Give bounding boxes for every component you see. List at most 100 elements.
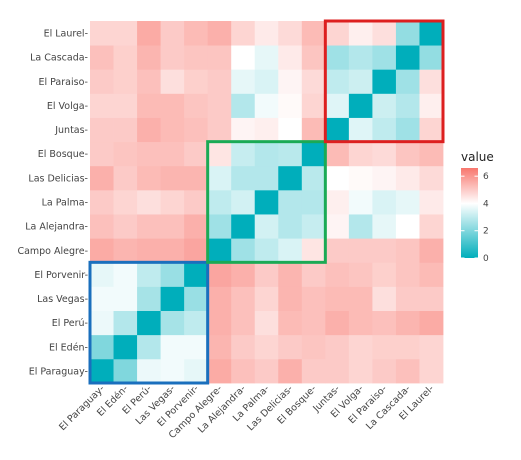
heatmap-cell bbox=[419, 334, 444, 360]
heatmap-cell bbox=[254, 238, 279, 263]
heatmap-cell bbox=[419, 117, 444, 143]
heatmap-cell bbox=[301, 214, 326, 239]
heatmap-cell bbox=[254, 45, 279, 70]
heatmap-cell bbox=[278, 69, 303, 94]
cluster-boxes bbox=[88, 19, 445, 385]
heatmap-cell bbox=[325, 214, 350, 239]
heatmap-cell bbox=[278, 262, 303, 287]
heatmap-cell bbox=[395, 189, 420, 215]
heatmap-cell bbox=[372, 358, 397, 384]
heatmap-cell bbox=[325, 165, 350, 191]
heatmap-cell bbox=[301, 165, 326, 191]
heatmap-cell bbox=[160, 262, 185, 287]
heatmap-cell bbox=[137, 358, 161, 384]
heatmap-cell bbox=[419, 45, 444, 70]
heatmap-cell bbox=[348, 310, 373, 336]
heatmap-cell bbox=[160, 286, 185, 311]
heatmap-cell bbox=[90, 334, 114, 360]
heatmap-cell bbox=[113, 358, 138, 384]
y-tick-label: Las Delicias- bbox=[28, 173, 88, 184]
heatmap-cell bbox=[278, 21, 303, 46]
heatmap-cell bbox=[90, 310, 114, 336]
heatmap-cell bbox=[137, 165, 161, 191]
heatmap-cell bbox=[207, 334, 232, 360]
heatmap-cell bbox=[395, 286, 420, 311]
heatmap-cell bbox=[207, 93, 232, 118]
heatmap-cell bbox=[278, 45, 303, 70]
color-legend: value 0 2 4 6 bbox=[461, 150, 494, 264]
heatmap-cell bbox=[419, 93, 444, 118]
heatmap-cell bbox=[372, 93, 397, 118]
heatmap-cell bbox=[254, 165, 279, 191]
heatmap-cell bbox=[137, 189, 161, 215]
heatmap-cell bbox=[184, 189, 209, 215]
cluster-2-box bbox=[206, 140, 327, 264]
heatmap-cell bbox=[160, 310, 185, 336]
heatmap-cell bbox=[184, 238, 209, 263]
heatmap-cell bbox=[325, 262, 350, 287]
heatmap-cell bbox=[137, 310, 161, 336]
heatmap-cell bbox=[372, 45, 397, 70]
heatmap-cell bbox=[90, 21, 114, 46]
heatmap-cell bbox=[231, 189, 256, 215]
heatmap-cell bbox=[372, 238, 397, 263]
heatmap-cell bbox=[113, 214, 138, 239]
heatmap-cell bbox=[207, 21, 232, 46]
heatmap-cell bbox=[207, 165, 232, 191]
heatmap-cell bbox=[301, 286, 326, 311]
heatmap-cell bbox=[278, 214, 303, 239]
heatmap-cell bbox=[395, 358, 420, 384]
heatmap-cell bbox=[184, 117, 209, 143]
heatmap-cell bbox=[348, 286, 373, 311]
heatmap-cell bbox=[231, 238, 256, 263]
heatmap-cell bbox=[160, 334, 185, 360]
heatmap-cell bbox=[184, 45, 209, 70]
heatmap-cell bbox=[137, 93, 161, 118]
y-axis-tick-labels: El Paraguay- El Edén- El Perú- Las Vegas- El… bbox=[17, 29, 88, 378]
heatmap-cell bbox=[278, 189, 303, 215]
y-tick-label: El Volga- bbox=[47, 101, 88, 112]
heatmap-cell bbox=[278, 358, 303, 384]
heatmap-cell bbox=[231, 21, 256, 46]
cluster-1-box bbox=[88, 260, 210, 385]
heatmap-cell bbox=[90, 93, 114, 118]
heatmap-cell bbox=[301, 69, 326, 94]
heatmap-cell bbox=[184, 165, 209, 191]
heatmap-cell bbox=[372, 117, 397, 143]
heatmap-cell bbox=[325, 189, 350, 215]
heatmap-cell bbox=[254, 286, 279, 311]
heatmap-cell bbox=[348, 358, 373, 384]
heatmap-cell bbox=[395, 141, 420, 167]
heatmap-cell bbox=[325, 117, 350, 143]
legend-title: value bbox=[461, 150, 494, 164]
heatmap-cell bbox=[207, 141, 232, 167]
heatmap-cell bbox=[348, 214, 373, 239]
heatmap-cell bbox=[184, 262, 209, 287]
heatmap-cell bbox=[419, 310, 444, 336]
heatmap-cell bbox=[348, 141, 373, 167]
heatmap-cell bbox=[160, 93, 185, 118]
heatmap-cell bbox=[160, 141, 185, 167]
heatmap-cell bbox=[160, 358, 185, 384]
heatmap-cell bbox=[325, 69, 350, 94]
heatmap-cell bbox=[90, 286, 114, 311]
heatmap-cell bbox=[419, 189, 444, 215]
heatmap-cell bbox=[90, 189, 114, 215]
heatmap-cell bbox=[301, 189, 326, 215]
y-tick-label: Las Vegas- bbox=[37, 294, 88, 305]
heatmap-cell bbox=[254, 214, 279, 239]
heatmap-cell bbox=[419, 286, 444, 311]
heatmap-cell bbox=[113, 310, 138, 336]
heatmap-cell bbox=[301, 310, 326, 336]
heatmap-cell bbox=[254, 358, 279, 384]
heatmap-cell bbox=[207, 286, 232, 311]
heatmap-cell bbox=[325, 141, 350, 167]
heatmap-cell bbox=[90, 358, 114, 384]
heatmap-cell bbox=[184, 141, 209, 167]
heatmap-cell bbox=[113, 21, 138, 46]
x-axis-tick-labels: El Paraguay-El Edén-El Perú-Las Vegas-El… bbox=[57, 383, 436, 441]
heatmap-cell bbox=[90, 69, 114, 94]
heatmap-cell bbox=[90, 238, 114, 263]
heatmap-cell bbox=[113, 189, 138, 215]
